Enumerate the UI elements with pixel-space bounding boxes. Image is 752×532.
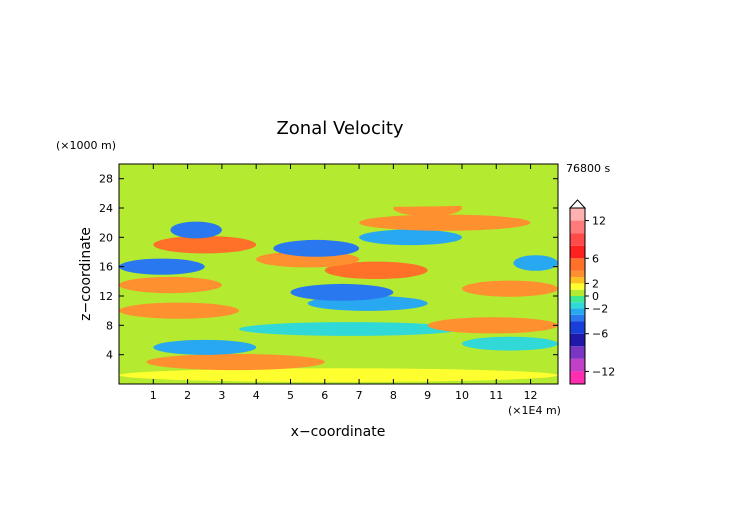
- x-tick-label: 3: [218, 389, 225, 402]
- colorbar-level: [570, 289, 585, 296]
- colorbar-level: [570, 302, 585, 309]
- colorbar-level: [570, 270, 585, 278]
- colorbar: [568, 199, 587, 385]
- x-tick-label: 8: [390, 389, 397, 402]
- y-tick-label: 16: [99, 261, 113, 274]
- velocity-band: [119, 194, 558, 207]
- plot-area: [119, 164, 558, 384]
- y-axis-label: z−coordinate: [78, 227, 94, 321]
- colorbar-level: [570, 333, 585, 347]
- colorbar-level: [570, 208, 585, 221]
- colorbar-level: [570, 371, 585, 384]
- x-tick-label: 11: [489, 389, 503, 402]
- y-tick-label: 8: [106, 319, 113, 332]
- chart-title: Zonal Velocity: [276, 118, 403, 139]
- velocity-band: [119, 368, 558, 383]
- velocity-bands: [119, 194, 558, 383]
- velocity-band: [290, 283, 394, 301]
- x-tick-label: 9: [424, 389, 431, 402]
- colorbar-tick-label: −12: [592, 365, 615, 378]
- x-unit-label: (×1E4 m): [508, 404, 561, 417]
- colorbar-tick-label: 2: [592, 277, 599, 290]
- y-tick-label: 12: [99, 290, 113, 303]
- velocity-band: [239, 322, 462, 336]
- x-axis-label: x−coordinate: [291, 424, 386, 440]
- y-unit-label: (×1000 m): [56, 139, 116, 152]
- colorbar-level: [570, 277, 585, 284]
- colorbar-tick-label: −6: [592, 328, 608, 341]
- colorbar-level: [570, 321, 585, 334]
- x-tick-label: 4: [253, 389, 260, 402]
- colorbar-level: [570, 308, 585, 315]
- x-axis-ticks: 1 2 3 4 5 6 7 8 9 10 11 12: [150, 164, 538, 402]
- colorbar-level: [570, 283, 585, 290]
- colorbar-tick-label: 0: [592, 290, 599, 303]
- x-tick-label: 7: [356, 389, 363, 402]
- velocity-band: [324, 261, 428, 280]
- velocity-band: [146, 353, 325, 371]
- y-axis-ticks: 4 8 12 16 20 24 28: [99, 173, 558, 362]
- colorbar-level: [570, 296, 585, 303]
- colorbar-level: [570, 220, 585, 234]
- colorbar-level: [570, 346, 585, 359]
- x-tick-label: 2: [184, 389, 191, 402]
- colorbar-tick-label: −2: [592, 303, 608, 316]
- plot-frame: [118, 163, 559, 385]
- velocity-band: [427, 317, 558, 334]
- x-tick-label: 1: [150, 389, 157, 402]
- velocity-band: [153, 235, 257, 254]
- velocity-band: [359, 229, 462, 246]
- colorbar-tick-label: 12: [592, 215, 606, 228]
- velocity-band: [119, 276, 222, 294]
- x-tick-label: 10: [455, 389, 469, 402]
- y-tick-label: 4: [106, 349, 113, 362]
- colorbar-ticks: 12 6 20−2 −6 −12: [585, 215, 615, 378]
- colorbar-level: [570, 245, 585, 259]
- colorbar-tick-label: 6: [592, 252, 599, 265]
- velocity-band: [153, 339, 257, 355]
- y-tick-label: 24: [99, 202, 113, 215]
- velocity-band: [273, 239, 360, 257]
- velocity-band: [359, 214, 531, 231]
- y-tick-label: 28: [99, 173, 113, 186]
- velocity-band: [170, 221, 222, 239]
- colorbar-level: [570, 314, 585, 322]
- time-label: 76800 s: [566, 162, 610, 175]
- velocity-band: [119, 258, 205, 275]
- colorbar-level: [570, 233, 585, 246]
- x-tick-label: 6: [321, 389, 328, 402]
- velocity-band: [119, 302, 240, 319]
- x-tick-label: 5: [287, 389, 294, 402]
- velocity-band: [461, 280, 558, 297]
- velocity-band: [513, 255, 558, 271]
- colorbar-level: [570, 358, 585, 372]
- y-tick-label: 20: [99, 231, 113, 244]
- colorbar-overflow-arrow: [568, 199, 587, 209]
- colorbar-level: [570, 258, 585, 271]
- x-tick-label: 12: [524, 389, 538, 402]
- velocity-band: [461, 336, 558, 351]
